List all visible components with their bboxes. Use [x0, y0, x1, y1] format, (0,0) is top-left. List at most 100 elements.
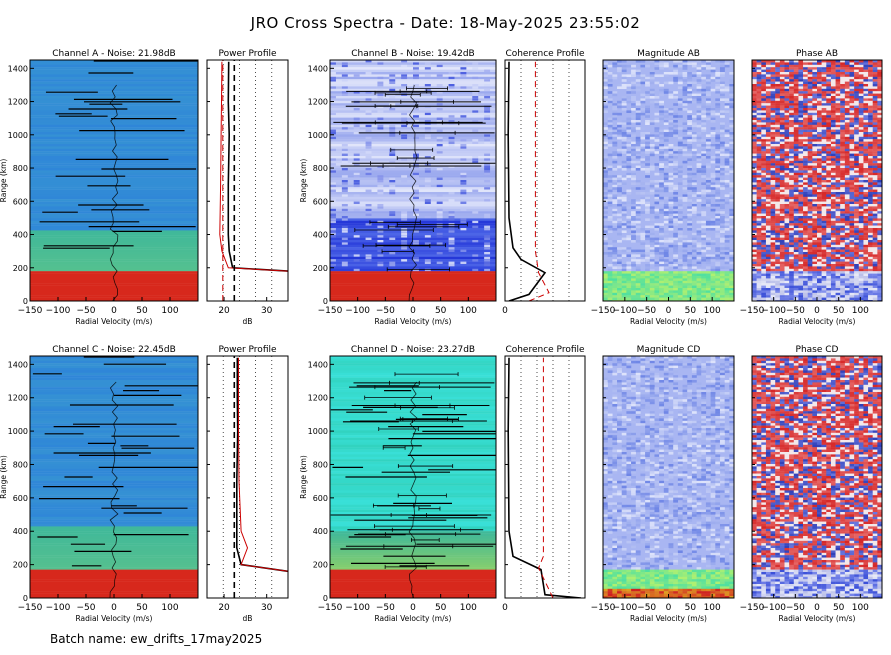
- heatmap-cell: [858, 213, 864, 217]
- heatmap-cell: [701, 213, 707, 217]
- heatmap-cell: [621, 148, 627, 152]
- heatmap-cell: [868, 206, 873, 209]
- heatmap-cell: [389, 127, 396, 130]
- heatmap-cell: [617, 204, 622, 207]
- heatmap-cell: [635, 72, 641, 75]
- heatmap-cell: [872, 184, 878, 188]
- heatmap-cell: [784, 177, 790, 181]
- heatmap-cell: [691, 261, 697, 265]
- heatmap-cell: [830, 115, 836, 118]
- heatmap-cell: [793, 177, 799, 181]
- heatmap-cell: [673, 196, 679, 200]
- heatmap-cell: [448, 120, 455, 123]
- heatmap-cell: [436, 117, 443, 120]
- heatmap-cell: [640, 182, 646, 185]
- heatmap-cell: [341, 261, 348, 264]
- heatmap-cell: [789, 105, 794, 109]
- heatmap-cell: [784, 81, 790, 85]
- heatmap-cell: [631, 177, 636, 181]
- heatmap-cell: [840, 168, 846, 171]
- heatmap-cell: [784, 249, 790, 253]
- heatmap-cell: [779, 172, 785, 176]
- panel-frame: [206, 59, 289, 302]
- heatmap-cell: [673, 103, 679, 106]
- heatmap-cell: [761, 172, 767, 176]
- heatmap-cell: [812, 108, 818, 111]
- heatmap-cell: [330, 216, 336, 219]
- heatmap-cell: [626, 120, 632, 123]
- heatmap-cell: [401, 64, 408, 68]
- heatmap-cell: [484, 69, 491, 72]
- heatmap-cell: [645, 235, 650, 238]
- heatmap-cell: [701, 192, 707, 195]
- heatmap-cell: [663, 182, 669, 185]
- heatmap-cell: [872, 151, 878, 154]
- heatmap-cell: [761, 206, 767, 209]
- heatmap-cell: [724, 64, 730, 68]
- heatmap-cell: [840, 141, 846, 145]
- heatmap-cell: [872, 117, 878, 121]
- heatmap-cell: [761, 218, 767, 221]
- heatmap-cell: [413, 268, 419, 272]
- heatmap-cell: [715, 184, 721, 188]
- heatmap-cell: [779, 206, 785, 209]
- heatmap-cell: [682, 285, 688, 289]
- heatmap-cell: [663, 158, 669, 161]
- heatmap-cell: [868, 208, 873, 212]
- heatmap-cell: [603, 252, 608, 255]
- heatmap-cell: [715, 216, 721, 219]
- heatmap-cell: [854, 120, 859, 123]
- heatmap-cell: [756, 170, 762, 173]
- heatmap-cell: [677, 60, 683, 63]
- heatmap-cell: [817, 247, 822, 250]
- heatmap-cell: [779, 199, 785, 202]
- heatmap-cell: [854, 220, 859, 224]
- heatmap-cell: [817, 256, 822, 260]
- heatmap-cell: [719, 141, 725, 145]
- profile-line: [227, 61, 288, 272]
- heatmap-cell: [770, 146, 776, 149]
- heatmap-cell: [677, 175, 683, 178]
- heatmap-cell: [617, 283, 622, 286]
- heatmap-cell: [877, 261, 882, 265]
- heatmap-cell: [793, 165, 799, 169]
- heatmap-cell: [389, 134, 396, 137]
- heatmap-cell: [863, 201, 869, 205]
- heatmap-cell: [603, 196, 608, 200]
- heatmap-cell: [617, 69, 622, 73]
- heatmap-cell: [603, 141, 608, 145]
- heatmap-cell: [635, 180, 641, 183]
- heatmap-cell: [844, 153, 850, 157]
- heatmap-cell: [793, 141, 799, 145]
- heatmap-cell: [654, 290, 660, 293]
- heatmap-cell: [784, 230, 790, 233]
- heatmap-cell: [858, 132, 864, 135]
- heatmap-cell: [858, 74, 864, 77]
- heatmap-cell: [756, 211, 762, 214]
- heatmap-cell: [812, 201, 818, 205]
- heatmap-cell: [377, 206, 384, 209]
- heatmap-cell: [798, 175, 804, 178]
- heatmap-cell: [775, 72, 781, 75]
- heatmap-cell: [752, 103, 757, 106]
- heatmap-cell: [868, 120, 873, 123]
- heatmap-cell: [826, 206, 832, 209]
- heatmap-row: [330, 86, 496, 89]
- heatmap-cell: [877, 220, 882, 224]
- heatmap-cell: [863, 208, 869, 212]
- heatmap-cell: [635, 110, 641, 113]
- panel-B: Channel B - Noise: 19.42dB−150 −100 −50 0 50…: [299, 49, 497, 326]
- heatmap-cell: [803, 175, 808, 178]
- heatmap-cell: [401, 112, 408, 116]
- heatmap-cell: [701, 129, 707, 133]
- heatmap-cell: [687, 74, 693, 77]
- heatmap-cell: [826, 136, 832, 140]
- heatmap-cell: [715, 76, 721, 80]
- heatmap-row: [30, 283, 198, 286]
- panel-title: Channel A - Noise: 21.98dB: [52, 49, 175, 59]
- heatmap-cell: [840, 254, 846, 257]
- heatmap-cell: [779, 98, 785, 101]
- heatmap-cell: [448, 139, 455, 142]
- heatmap-cell: [649, 297, 655, 301]
- heatmap-cell: [631, 103, 636, 106]
